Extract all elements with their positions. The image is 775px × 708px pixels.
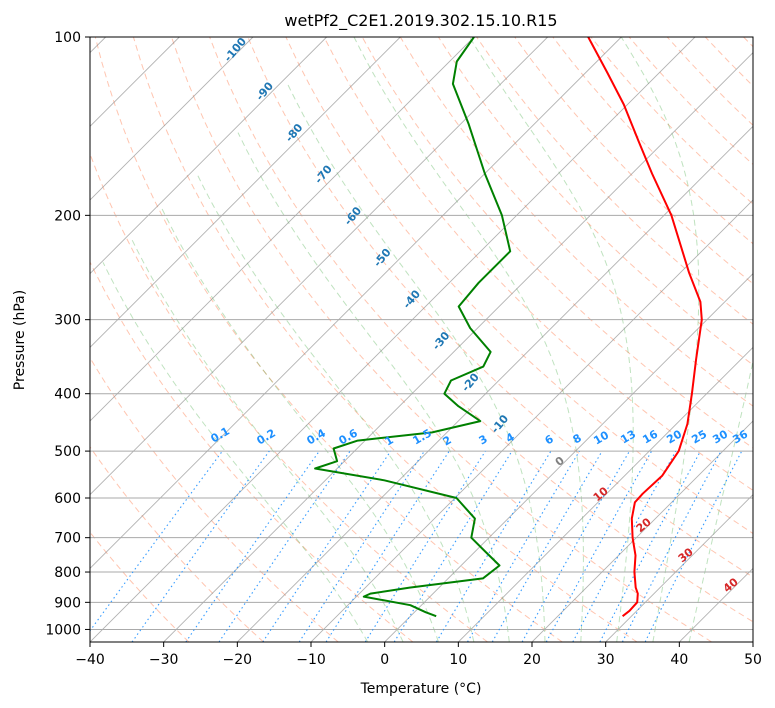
y-tick-label: 100 <box>54 30 81 46</box>
moist-adiabat <box>287 83 546 642</box>
x-tick-label: −30 <box>149 652 179 668</box>
dry-adiabat <box>90 446 264 642</box>
dry-adiabat <box>514 37 753 285</box>
mixing-ratio-line <box>262 450 392 642</box>
background-lines <box>90 37 753 642</box>
moist-adiabat <box>237 132 510 642</box>
plot-area: -100-90-80-70-60-50-40-30-20-100.1 0.2 0.4… <box>90 37 753 642</box>
isotherm <box>384 273 753 642</box>
isotherm <box>90 37 475 422</box>
dry-adiabat <box>209 37 753 623</box>
dry-adiabat <box>323 37 753 491</box>
mixing-ratio-line <box>599 450 701 642</box>
dry-adiabat <box>94 37 563 642</box>
x-tick-label: 40 <box>670 652 688 668</box>
series-layer <box>314 37 703 618</box>
chart-title: wetPf2_C2E1.2019.302.15.10.R15 <box>284 11 557 31</box>
moist-adiabat <box>131 239 404 642</box>
isotherm <box>310 199 753 642</box>
y-axis-label: Pressure (hPa) <box>12 290 28 390</box>
isotherm <box>90 37 622 569</box>
x-tick-label: 0 <box>380 652 389 668</box>
mixing-ratio-line <box>298 450 425 642</box>
mixing-ratio-line <box>185 450 320 642</box>
dry-adiabat <box>171 37 712 642</box>
mixing-ratio-line <box>467 450 580 642</box>
mixing-ratio-line <box>325 450 450 642</box>
mixing-ratio-line <box>218 450 351 642</box>
isotherm <box>90 37 696 642</box>
moist-adiabat <box>620 37 700 642</box>
isotherm <box>90 37 548 496</box>
mixing-ratio-line <box>364 450 486 642</box>
mixing-ratio-line <box>572 450 677 642</box>
y-tick-label: 800 <box>54 565 81 581</box>
x-tick-label: −20 <box>223 652 253 668</box>
isotherm <box>163 52 753 642</box>
y-tick-label: 900 <box>54 595 81 611</box>
mixing-ratio-line <box>435 450 552 642</box>
temperature-profile-line <box>587 37 703 617</box>
y-tick-label: 300 <box>54 313 81 329</box>
isotherm <box>90 37 327 275</box>
x-tick-label: −40 <box>75 652 105 668</box>
y-tick-label: 600 <box>54 491 81 507</box>
moist-adiabat <box>688 358 753 642</box>
y-axis: 100 200 300 400 500 600 700 800 900 1000 <box>45 30 90 638</box>
dewpoint-profile-line <box>314 37 512 618</box>
moist-adiabat <box>469 37 634 642</box>
y-tick-label: 700 <box>54 531 81 547</box>
x-tick-label: −10 <box>296 652 326 668</box>
moist-adiabat <box>196 173 475 642</box>
x-tick-label: 20 <box>523 652 541 668</box>
x-tick-label: 10 <box>449 652 467 668</box>
x-axis: −40 −30 −20 −10 0 10 20 30 40 50 <box>75 642 762 668</box>
dry-adiabat <box>132 37 638 642</box>
y-tick-label: 200 <box>54 208 81 224</box>
isotherm <box>90 37 254 201</box>
dry-adiabat <box>476 37 753 325</box>
y-tick-label: 1000 <box>45 622 81 638</box>
isotherm <box>458 346 753 642</box>
isotherm <box>90 37 401 348</box>
y-tick-label: 400 <box>54 387 81 403</box>
axes-frame <box>89 36 754 643</box>
isotherm <box>605 494 753 642</box>
dry-adiabat <box>285 37 753 535</box>
dry-adiabat <box>90 260 414 642</box>
isotherm <box>237 125 753 642</box>
moist-adiabat <box>353 37 584 642</box>
mixing-ratio-line <box>393 450 513 642</box>
moist-adiabat <box>102 262 369 642</box>
x-axis-label: Temperature (°C) <box>360 681 482 697</box>
y-tick-label: 500 <box>54 444 81 460</box>
dry-adiabat <box>247 37 753 578</box>
x-tick-label: 50 <box>744 652 762 668</box>
x-tick-label: 30 <box>597 652 615 668</box>
